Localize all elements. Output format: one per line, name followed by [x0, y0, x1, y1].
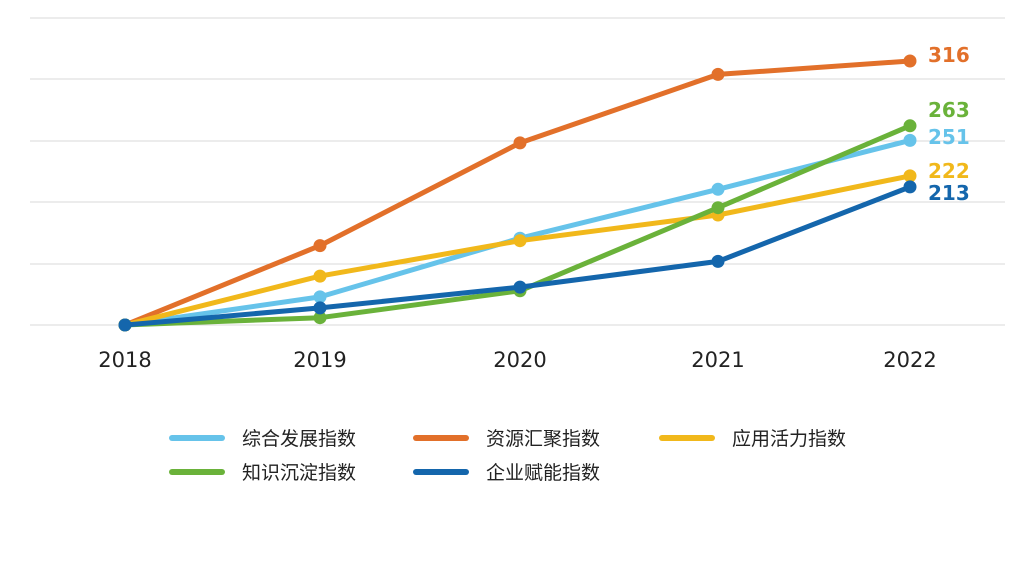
- legend-item: 企业赋能指数: [413, 462, 600, 484]
- legend-item: 应用活力指数: [659, 428, 846, 450]
- end-labels: 251 316 222 263 213: [928, 43, 970, 205]
- data-point: [903, 133, 917, 147]
- data-point: [903, 169, 917, 183]
- data-point: [118, 318, 132, 332]
- data-point: [513, 280, 527, 294]
- legend-label: 综合发展指数: [242, 428, 356, 450]
- x-axis-ticks: 2018 2019 2020 2021 2022: [98, 348, 936, 372]
- legend-item: 知识沉淀指数: [169, 462, 356, 484]
- data-point: [711, 254, 725, 268]
- data-point: [313, 239, 327, 253]
- series-3: [118, 119, 917, 332]
- end-value-label: 316: [928, 43, 970, 67]
- x-tick-label: 2020: [493, 348, 546, 372]
- data-point: [313, 301, 327, 315]
- series-lines: [118, 54, 917, 332]
- data-point: [903, 180, 917, 194]
- data-point: [313, 269, 327, 283]
- legend-label: 知识沉淀指数: [242, 462, 356, 484]
- data-point: [313, 311, 327, 325]
- data-point: [711, 67, 725, 81]
- x-tick-label: 2021: [691, 348, 744, 372]
- legend-item: 综合发展指数: [169, 428, 356, 450]
- series-4: [118, 180, 917, 332]
- data-point: [711, 182, 725, 196]
- series-line: [122, 184, 913, 328]
- data-point: [711, 201, 725, 215]
- end-value-label: 213: [928, 181, 970, 205]
- end-value-label: 222: [928, 159, 970, 183]
- data-point: [313, 290, 327, 304]
- end-value-label: 251: [928, 125, 970, 149]
- x-tick-label: 2019: [293, 348, 346, 372]
- series-line: [122, 173, 913, 328]
- legend-item: 资源汇聚指数: [413, 428, 600, 450]
- x-tick-label: 2018: [98, 348, 151, 372]
- x-tick-label: 2022: [883, 348, 936, 372]
- data-point: [903, 54, 917, 68]
- legend-label: 资源汇聚指数: [486, 428, 600, 450]
- data-point: [513, 234, 527, 248]
- end-value-label: 263: [928, 98, 970, 122]
- legend-label: 应用活力指数: [732, 428, 846, 450]
- legend-label: 企业赋能指数: [486, 462, 600, 484]
- data-point: [903, 119, 917, 133]
- data-point: [513, 136, 527, 150]
